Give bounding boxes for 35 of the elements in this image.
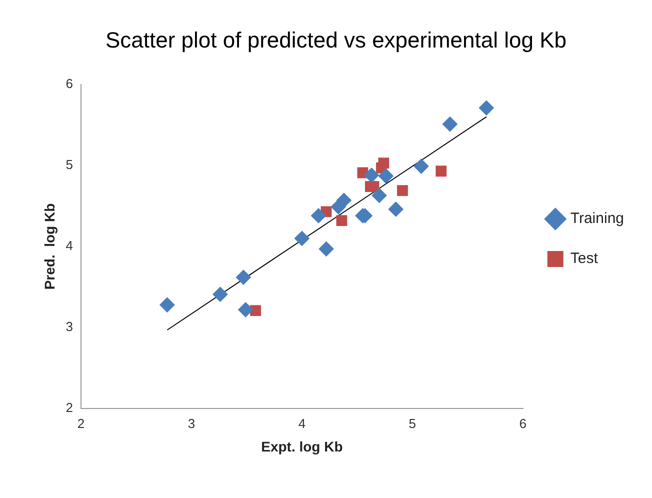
point bbox=[212, 286, 228, 302]
point bbox=[378, 158, 390, 168]
point bbox=[294, 230, 310, 246]
y-tick-label: 2 bbox=[66, 400, 74, 416]
x-tick-label: 4 bbox=[298, 416, 306, 431]
point bbox=[442, 116, 458, 132]
y-axis-title: Pred. log Kb bbox=[41, 203, 58, 290]
legend-label: Test bbox=[570, 250, 599, 268]
y-tick-label: 4 bbox=[66, 238, 74, 254]
point bbox=[336, 192, 352, 208]
point bbox=[478, 100, 494, 116]
point bbox=[414, 158, 429, 174]
point bbox=[436, 166, 447, 177]
point bbox=[397, 185, 408, 196]
point bbox=[311, 208, 326, 224]
x-tick-label: 6 bbox=[519, 416, 526, 431]
point bbox=[160, 297, 175, 312]
point bbox=[236, 270, 251, 285]
x-axis-title: Expt. log Kb bbox=[261, 438, 343, 454]
legend-label: Training bbox=[570, 210, 624, 228]
y-tick-label: 6 bbox=[66, 76, 74, 91]
point bbox=[388, 202, 404, 217]
x-tick-label: 5 bbox=[408, 416, 416, 431]
x-tick-label: 3 bbox=[188, 416, 196, 431]
point bbox=[250, 305, 262, 316]
point bbox=[364, 168, 380, 183]
y-tick-label: 3 bbox=[66, 319, 74, 334]
x-tick-label: 2 bbox=[77, 416, 85, 431]
y-tick-label: 5 bbox=[66, 157, 74, 172]
point bbox=[238, 302, 254, 318]
point bbox=[336, 215, 348, 226]
point bbox=[372, 188, 387, 203]
point bbox=[378, 168, 394, 184]
chart-title: Scatter plot of predicted vs experimental log Kb bbox=[105, 27, 567, 52]
point bbox=[318, 241, 334, 256]
